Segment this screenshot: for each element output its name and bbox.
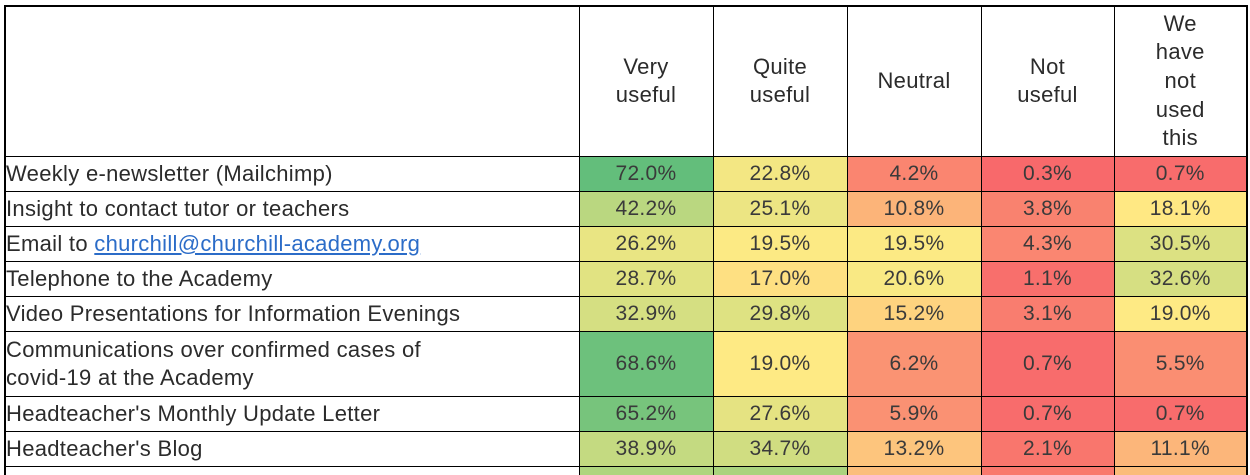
col-header-not-used: We have not used this (1113, 5, 1248, 157)
partial-row-cell (846, 465, 982, 475)
heat-cell: 19.0% (1113, 295, 1248, 332)
row-label: Headteacher's Blog (4, 430, 580, 467)
heat-cell: 72.0% (578, 155, 714, 192)
row-label: Insight to contact tutor or teachers (4, 190, 580, 227)
heat-cell: 0.7% (1113, 155, 1248, 192)
row-label: Email to churchill@churchill-academy.org (4, 225, 580, 262)
row-label: Video Presentations for Information Even… (4, 295, 580, 332)
col-header-quite-useful: Quite useful (712, 5, 848, 157)
partial-next-row (4, 465, 1248, 475)
partial-row-cell (578, 465, 714, 475)
heat-cell: 2.1% (980, 430, 1115, 467)
heat-cell: 0.3% (980, 155, 1115, 192)
heat-cell: 15.2% (846, 295, 982, 332)
heat-cell: 34.7% (712, 430, 848, 467)
partial-row-cell (980, 465, 1115, 475)
partial-row-cell (4, 465, 580, 475)
table-row: Insight to contact tutor or teachers 42.… (4, 190, 1248, 227)
heat-cell: 18.1% (1113, 190, 1248, 227)
heat-cell: 11.1% (1113, 430, 1248, 467)
heat-cell: 19.0% (712, 330, 848, 397)
heat-cell: 68.6% (578, 330, 714, 397)
partial-row-cell (1113, 465, 1248, 475)
heat-cell: 38.9% (578, 430, 714, 467)
partial-row-cell (712, 465, 848, 475)
heat-cell: 20.6% (846, 260, 982, 297)
heat-cell: 3.1% (980, 295, 1115, 332)
row-label: Communications over confirmed cases of c… (4, 330, 580, 397)
email-link[interactable]: churchill@churchill-academy.org (94, 230, 421, 256)
col-header-not-useful: Not useful (980, 5, 1115, 157)
row-label: Headteacher's Monthly Update Letter (4, 395, 580, 432)
row-label: Telephone to the Academy (4, 260, 580, 297)
heat-cell: 0.7% (1113, 395, 1248, 432)
header-row: Very useful Quite useful Neutral Not use… (4, 5, 1248, 157)
heat-cell: 10.8% (846, 190, 982, 227)
heat-cell: 1.1% (980, 260, 1115, 297)
heat-cell: 6.2% (846, 330, 982, 397)
heat-cell: 0.7% (980, 395, 1115, 432)
col-header-very-useful: Very useful (578, 5, 714, 157)
heat-cell: 65.2% (578, 395, 714, 432)
corner-cell (4, 5, 580, 157)
heat-cell: 28.7% (578, 260, 714, 297)
heat-cell: 4.3% (980, 225, 1115, 262)
table-row: Weekly e-newsletter (Mailchimp) 72.0% 22… (4, 155, 1248, 192)
heat-cell: 30.5% (1113, 225, 1248, 262)
heat-cell: 19.5% (712, 225, 848, 262)
heat-cell: 32.9% (578, 295, 714, 332)
heat-cell: 4.2% (846, 155, 982, 192)
row-label-text: Email to (6, 230, 95, 256)
table-row: Telephone to the Academy 28.7% 17.0% 20.… (4, 260, 1248, 297)
table-row: Headteacher's Monthly Update Letter 65.2… (4, 395, 1248, 432)
heat-cell: 26.2% (578, 225, 714, 262)
heat-cell: 25.1% (712, 190, 848, 227)
heat-cell: 29.8% (712, 295, 848, 332)
heat-cell: 17.0% (712, 260, 848, 297)
heat-cell: 32.6% (1113, 260, 1248, 297)
heat-cell: 5.5% (1113, 330, 1248, 397)
heat-cell: 19.5% (846, 225, 982, 262)
table-row: Email to churchill@churchill-academy.org… (4, 225, 1248, 262)
heat-cell: 3.8% (980, 190, 1115, 227)
heat-cell: 22.8% (712, 155, 848, 192)
heat-cell: 0.7% (980, 330, 1115, 397)
heat-cell: 13.2% (846, 430, 982, 467)
table-row: Video Presentations for Information Even… (4, 295, 1248, 332)
heat-cell: 42.2% (578, 190, 714, 227)
table-row: Headteacher's Blog 38.9% 34.7% 13.2% 2.1… (4, 430, 1248, 467)
survey-table: Very useful Quite useful Neutral Not use… (4, 5, 1248, 475)
col-header-neutral: Neutral (846, 5, 982, 157)
row-label: Weekly e-newsletter (Mailchimp) (4, 155, 580, 192)
table-row: Communications over confirmed cases of c… (4, 330, 1248, 397)
heat-cell: 27.6% (712, 395, 848, 432)
heat-cell: 5.9% (846, 395, 982, 432)
